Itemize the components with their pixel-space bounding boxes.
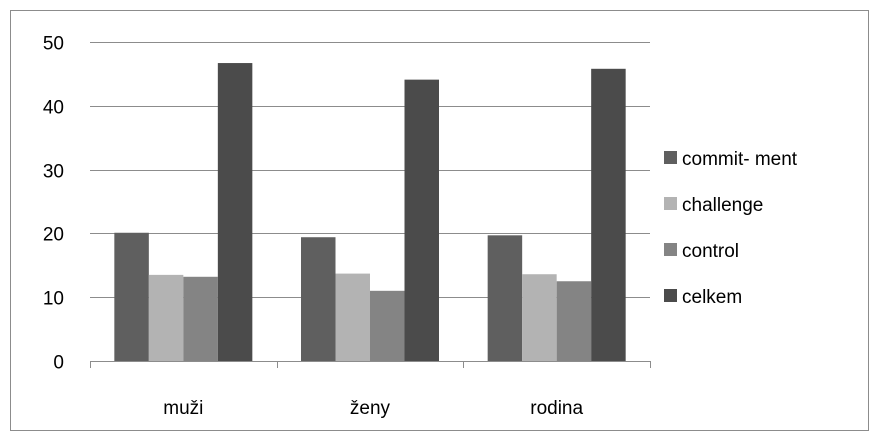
legend-swatch	[664, 243, 677, 256]
chart-border	[10, 10, 869, 431]
y-tick-label: 50	[43, 34, 64, 55]
legend-label: commit- ment	[682, 149, 798, 170]
y-tick-label: 0	[53, 353, 64, 374]
x-axis-tick-labels: muži ženy rodina	[163, 398, 583, 419]
x-tick-label: muži	[163, 398, 203, 419]
bar-celkem-0	[217, 63, 253, 361]
legend-label: challenge	[682, 195, 763, 216]
y-tick-label: 10	[43, 289, 64, 310]
bar-commitment-2	[487, 235, 523, 361]
bars	[114, 63, 626, 362]
bar-control-2	[556, 281, 592, 361]
bar-commitment-0	[114, 232, 149, 361]
bar-control-1	[370, 290, 405, 361]
bar-celkem-1	[404, 79, 439, 361]
x-tick-label: ženy	[350, 398, 391, 419]
bar-challenge-0	[148, 274, 184, 361]
legend: commit- ment challenge control celkem	[664, 149, 798, 308]
bar-commitment-1	[301, 237, 336, 361]
legend-swatch	[664, 197, 677, 210]
legend-label: celkem	[682, 287, 742, 308]
bar-celkem-2	[591, 68, 626, 362]
y-tick-label: 30	[43, 162, 64, 183]
bar-challenge-1	[335, 273, 370, 361]
y-tick-label: 40	[43, 98, 64, 119]
legend-label: control	[682, 241, 739, 262]
x-tick-label: rodina	[530, 398, 583, 419]
y-tick-label: 20	[43, 225, 64, 246]
bar-challenge-2	[522, 274, 557, 361]
legend-swatch	[664, 289, 677, 302]
bar-control-0	[183, 276, 218, 361]
legend-swatch	[664, 151, 677, 164]
y-axis-tick-labels: 0 10 20 30 40 50	[43, 34, 64, 374]
x-axis	[90, 361, 651, 368]
